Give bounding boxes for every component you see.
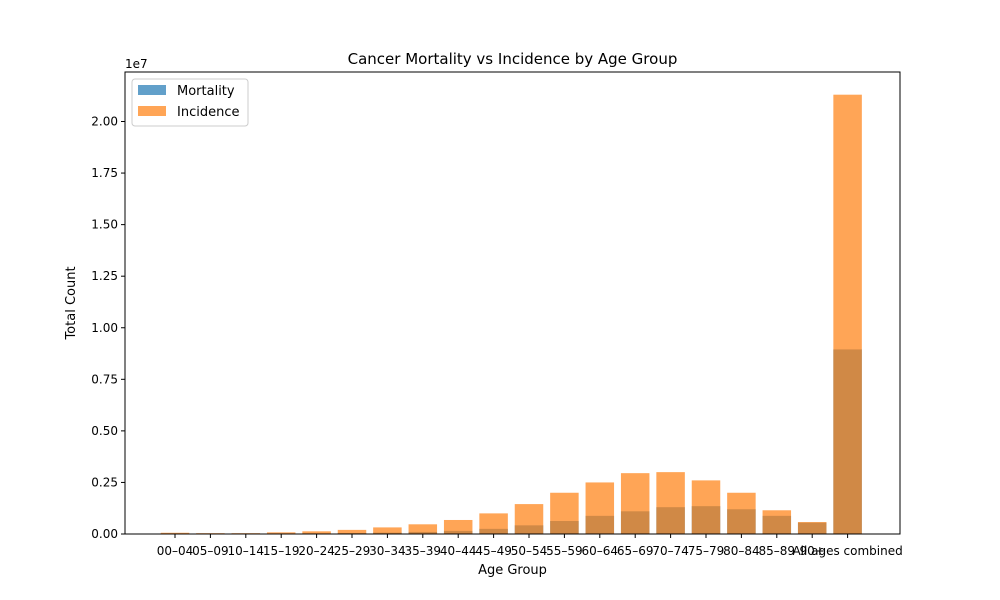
x-tick-label: 65–69: [617, 544, 654, 558]
bar-incidence-11: [550, 492, 579, 534]
y-tick-label: 1.75: [91, 166, 118, 180]
x-tick-label: 30–34: [369, 544, 406, 558]
chart-title: Cancer Mortality vs Incidence by Age Gro…: [348, 50, 678, 68]
x-tick-label: 40–44: [440, 544, 477, 558]
x-tick-label: 45–49: [475, 544, 512, 558]
y-tick-label: 1.00: [91, 321, 118, 335]
bar-incidence-18: [797, 522, 827, 534]
x-tick-label: 60–64: [582, 544, 619, 558]
x-tick-label: 85–89: [759, 544, 796, 558]
bar-incidence-7: [408, 524, 438, 534]
bar-incidence-14: [656, 472, 685, 535]
legend-swatch-mortality: [138, 85, 166, 95]
bar-incidence-17: [762, 510, 792, 534]
bar-incidence-13: [620, 473, 650, 534]
bar-incidence-9: [479, 513, 508, 535]
x-axis: 00–0405–0910–1415–1920–2425–2930–3435–39…: [157, 534, 903, 558]
x-tick-label: 75–79: [688, 544, 725, 558]
plot-frame: [124, 71, 901, 535]
y-tick-label: 0.75: [91, 372, 118, 386]
x-tick-label: 50–54: [511, 544, 548, 558]
x-tick-label: 20–24: [298, 544, 335, 558]
y-tick-label: 1.50: [91, 218, 118, 232]
x-tick-label: 10–14: [228, 544, 265, 558]
y-tick-label: 1.25: [91, 269, 118, 283]
bar-incidence-16: [727, 492, 756, 534]
y-axis-label: Total Count: [64, 266, 79, 340]
bar-incidence-8: [443, 519, 473, 534]
bar-incidence-0: [160, 532, 190, 534]
legend-label-mortality: Mortality: [177, 84, 235, 99]
x-tick-label: 25–29: [334, 544, 371, 558]
x-tick-label: 55–59: [546, 544, 583, 558]
bar-incidence-6: [373, 527, 402, 534]
x-tick-label: 70–74: [652, 544, 689, 558]
bar-incidence-4: [302, 531, 331, 534]
bars-layer: [160, 94, 862, 535]
bar-incidence-3: [266, 532, 296, 534]
x-tick-label: 15–19: [263, 544, 300, 558]
y-tick-label: 0.50: [91, 424, 118, 438]
y-tick-label: 0.00: [91, 527, 118, 541]
y-axis: 0.00 0.25 0.50 0.75 1.00 1.25 1.50 1.75 2.00: [91, 115, 125, 541]
x-axis-label: Age Group: [478, 563, 547, 578]
bar-incidence-12: [585, 482, 615, 534]
x-tick-label: 00–04: [157, 544, 194, 558]
x-tick-label: 05–09: [192, 544, 229, 558]
legend-swatch-incidence: [138, 106, 166, 116]
bar-incidence-10: [514, 504, 544, 534]
y-tick-label: 0.25: [91, 475, 118, 489]
y-scale-label: 1e7: [125, 57, 148, 71]
x-tick-label: All ages combined: [792, 544, 902, 558]
legend: Mortality Incidence: [131, 78, 249, 127]
x-tick-label: 80–84: [723, 544, 760, 558]
x-tick-label: 35–39: [405, 544, 442, 558]
bar-incidence-5: [337, 529, 367, 535]
bar-incidence-19: [833, 94, 862, 534]
x-tick-label: 90+: [800, 544, 825, 558]
bar-incidence-15: [691, 480, 721, 535]
y-tick-label: 2.00: [91, 115, 118, 129]
legend-label-incidence: Incidence: [177, 105, 239, 120]
